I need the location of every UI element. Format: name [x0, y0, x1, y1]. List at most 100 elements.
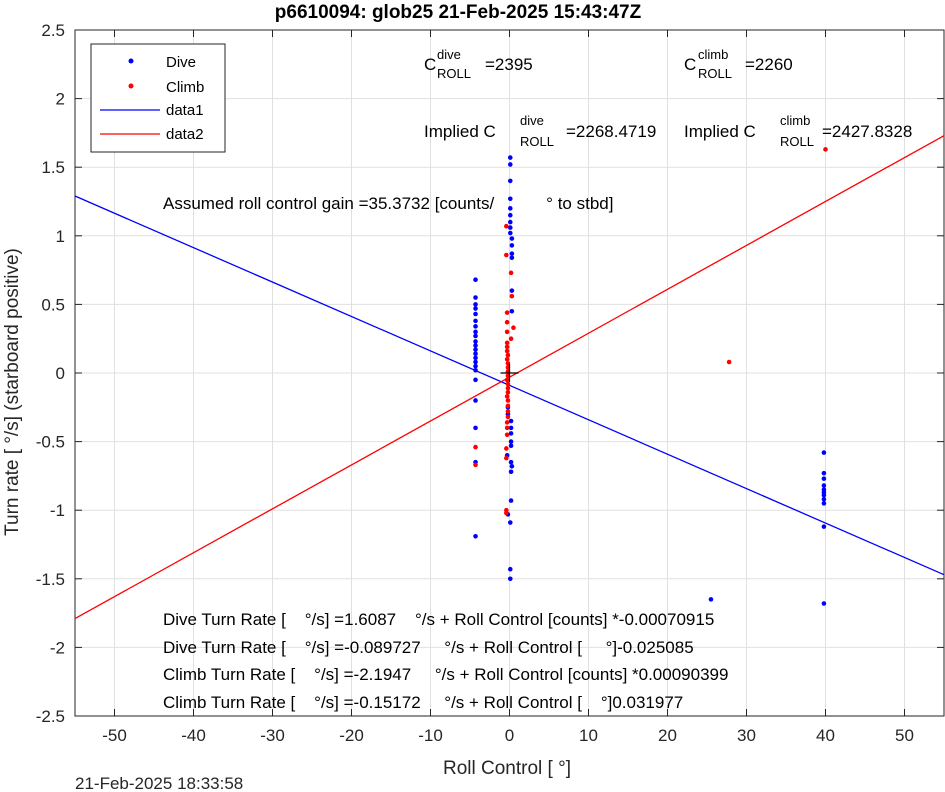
climb-point [504, 329, 510, 335]
y-tick-label: 1.5 [41, 158, 65, 177]
series-layer [74, 135, 945, 620]
dive-point [509, 288, 515, 293]
legend-label-climb: Climb [166, 79, 204, 96]
svg-text:=2260: =2260 [745, 55, 793, 74]
x-tick-label: -50 [102, 726, 127, 745]
dive-point [507, 178, 513, 184]
x-tick-label: 20 [658, 726, 677, 745]
timestamp: 21-Feb-2025 18:33:58 [75, 774, 243, 792]
climb-point [504, 223, 509, 229]
dive-point [507, 219, 513, 225]
legend-label-data1: data1 [166, 102, 204, 119]
dive-point [473, 329, 478, 335]
dive-point [507, 225, 513, 230]
legend-box [90, 43, 226, 153]
climb-point [504, 455, 509, 461]
dive-point [473, 277, 478, 283]
climb-point [504, 356, 510, 362]
dive-point [507, 566, 513, 572]
dive-point [509, 243, 515, 248]
y-tick-label: 2 [56, 90, 65, 109]
svg-text:ROLL: ROLL [520, 134, 554, 149]
legend: Dive Climb data1 data2 [90, 43, 226, 153]
y-tick-label: 0 [56, 364, 65, 383]
climb-point [505, 381, 511, 387]
climb-point [504, 377, 510, 383]
x-tick-label: 50 [895, 726, 914, 745]
svg-text:dive: dive [520, 113, 544, 128]
fit-line-3: Climb Turn Rate [ °/s] =-2.1947 °/s + Ro… [163, 665, 728, 684]
dive-point [821, 496, 827, 502]
fit-line-2: Dive Turn Rate [ °/s] =-0.089727 °/s + R… [163, 638, 694, 657]
svg-text:C: C [424, 55, 436, 74]
svg-text:=2395: =2395 [485, 55, 533, 74]
dive-point [821, 492, 827, 498]
dive-point [821, 601, 827, 606]
y-tick-label: 2.5 [41, 21, 65, 40]
x-tick-label: -20 [339, 726, 364, 745]
y-tick-label: -2 [50, 638, 65, 657]
legend-marker-climb [128, 83, 134, 89]
dive-point [473, 295, 478, 300]
climb-point [508, 270, 514, 276]
fit-line-1: Dive Turn Rate [ °/s] =1.6087 °/s + Roll… [163, 610, 714, 629]
legend-label-data2: data2 [166, 126, 204, 143]
dive-point [473, 306, 478, 311]
climb-point [504, 340, 510, 346]
x-tick-label: 10 [579, 726, 598, 745]
dive-point [473, 377, 478, 383]
dive-point [507, 162, 513, 167]
svg-text:climb: climb [780, 113, 810, 128]
x-tick-label: 40 [816, 726, 835, 745]
implied-c-roll-dive-annotation: Implied C dive ROLL =2268.4719 [424, 113, 656, 149]
climb-point [505, 409, 511, 414]
dive-point [473, 367, 478, 373]
climb-point [504, 425, 510, 431]
x-tick-label: 0 [505, 726, 514, 745]
dive-point [507, 206, 513, 211]
climb-point [504, 344, 510, 350]
dive-point [821, 470, 827, 476]
dive-point [473, 533, 478, 539]
dive-point [507, 576, 513, 582]
fit-line-4: Climb Turn Rate [ °/s] =-0.15172 °/s + R… [163, 693, 683, 712]
climb-point [505, 414, 511, 420]
climb-point [509, 293, 515, 299]
climb-point [504, 510, 509, 516]
dive-point [473, 302, 478, 307]
implied-c-roll-climb-annotation: Implied C climb ROLL =2427.8328 [684, 113, 912, 149]
dive-point [821, 483, 827, 488]
climb-point [473, 462, 478, 468]
dive-point [509, 308, 515, 314]
dive-point [473, 333, 478, 339]
x-tick-label: 30 [737, 726, 756, 745]
dive-point [473, 363, 478, 369]
svg-text:Implied C: Implied C [684, 122, 756, 141]
climb-point [823, 147, 828, 152]
c-roll-dive-annotation: C dive ROLL =2395 [424, 47, 533, 81]
climb-point [726, 359, 732, 365]
svg-text:climb: climb [698, 47, 728, 62]
dive-point [509, 255, 515, 261]
svg-text:C: C [684, 55, 696, 74]
dive-point [508, 439, 514, 444]
dive-point [821, 450, 827, 455]
climb-point [504, 394, 510, 399]
climb-point [505, 398, 511, 403]
climb-point [505, 352, 511, 358]
climb-point [508, 336, 514, 342]
dive-point [473, 359, 478, 365]
legend-label-dive: Dive [166, 54, 196, 71]
dive-point [508, 469, 514, 475]
dive-point [508, 498, 514, 503]
roll-gain-annotation: Assumed roll control gain =35.3732 [coun… [163, 194, 613, 213]
svg-text:ROLL: ROLL [780, 134, 814, 149]
dive-point [509, 463, 515, 469]
y-tick-label: -1.5 [36, 570, 65, 589]
svg-text:ROLL: ROLL [698, 66, 732, 81]
climb-point [505, 385, 511, 391]
dive-point [508, 418, 514, 424]
x-tick-label: -10 [418, 726, 443, 745]
svg-text:ROLL: ROLL [437, 66, 471, 81]
